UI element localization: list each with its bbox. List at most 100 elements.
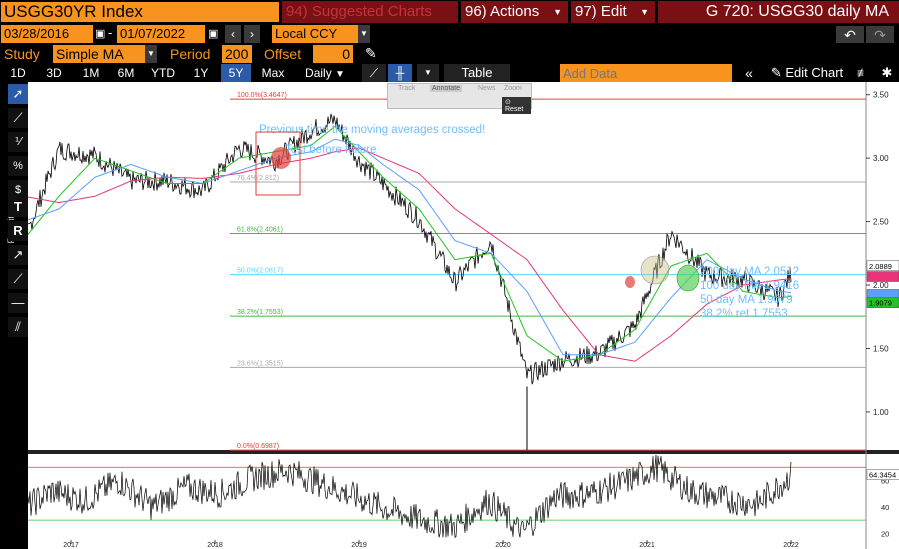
channel-icon[interactable]: ⫽ bbox=[8, 317, 28, 337]
green-highlight-circle bbox=[676, 264, 700, 292]
fib-level-label: 23.6%(1.3515) bbox=[237, 360, 283, 367]
pencil-icon: ✎ bbox=[770, 65, 782, 80]
study-row: Study Simple MA ▼ Period 200 Offset 0 ✎ bbox=[0, 44, 899, 64]
gray-highlight-circle bbox=[640, 255, 670, 285]
gear-icon[interactable]: ✱ bbox=[876, 64, 898, 82]
panel-divider bbox=[28, 450, 899, 454]
date-row: 03/28/2016 ▣ - 01/07/2022 ▣ ‹ › Local CC… bbox=[0, 24, 899, 44]
actions-label: 96) Actions bbox=[465, 3, 540, 20]
line-draw-icon[interactable]: ⟋ bbox=[8, 108, 28, 128]
fib-level-label: 38.2%(1.7553) bbox=[237, 309, 283, 316]
frequency-label: Daily bbox=[305, 66, 332, 80]
ray-icon[interactable]: ⟋ bbox=[8, 269, 28, 289]
y-tick-label: 3.50 bbox=[873, 91, 889, 100]
y-tick-label: 1.50 bbox=[873, 344, 889, 353]
chevron-down-icon[interactable]: ▼ bbox=[417, 64, 439, 82]
range-toolbar: 1D 3D 1M 6M YTD 1Y 5Y Max Daily ▼ ⟋ ╫ ▼ … bbox=[0, 64, 899, 84]
chevron-down-icon: ▼ bbox=[640, 7, 649, 17]
track-button[interactable]: Track bbox=[398, 85, 416, 92]
bar-chart-icon[interactable]: ╫ bbox=[388, 64, 412, 82]
chevron-down-icon[interactable]: ▼ bbox=[145, 45, 157, 63]
osc-tick-label: 40 bbox=[881, 503, 889, 512]
range-1y-button[interactable]: 1Y bbox=[186, 64, 216, 82]
redo-button[interactable]: ↷ bbox=[866, 26, 894, 43]
range-max-button[interactable]: Max bbox=[256, 64, 290, 82]
range-5y-button[interactable]: 5Y bbox=[221, 64, 251, 82]
fibonacci-icon[interactable]: ⅟ bbox=[8, 132, 28, 152]
fib-level-label: 76.4%(2.812) bbox=[237, 175, 279, 182]
zoom-button[interactable]: Zoom bbox=[504, 85, 522, 92]
annotation-retracement: 38.2% ret 1.7553 bbox=[700, 308, 788, 320]
range-1m-button[interactable]: 1M bbox=[76, 64, 106, 82]
study-select[interactable]: Simple MA bbox=[53, 45, 145, 63]
collapse-icon[interactable]: « bbox=[738, 64, 760, 82]
undo-button[interactable]: ↶ bbox=[836, 26, 864, 43]
calendar-icon[interactable]: ▣ bbox=[95, 28, 106, 40]
dollar-icon[interactable]: $ bbox=[8, 180, 28, 200]
range-6m-button[interactable]: 6M bbox=[111, 64, 141, 82]
chart-svg: 100.0%(3.4647) 76.4%(2.812) 61.8%(2.4061) 5… bbox=[28, 82, 899, 549]
ma100-line bbox=[28, 138, 792, 356]
previous-period-button[interactable]: ‹ bbox=[225, 25, 241, 43]
text-icon[interactable]: T bbox=[8, 197, 28, 217]
settings-sliders-icon[interactable]: ≢ bbox=[852, 64, 874, 82]
reset-button[interactable]: ⊙ Reset bbox=[502, 97, 531, 114]
osc-tick-label: 20 bbox=[881, 529, 889, 538]
horizontal-line-icon[interactable]: — bbox=[8, 293, 28, 313]
x-tick-label: 2021 bbox=[639, 542, 655, 549]
fib-level-label: 61.8%(2.4061) bbox=[237, 227, 283, 234]
annotations: Previous time the moving averages crosse… bbox=[255, 124, 799, 320]
range-1d-button[interactable]: 1D bbox=[4, 64, 32, 82]
percent-icon[interactable]: % bbox=[8, 156, 28, 176]
offset-input[interactable]: 0 bbox=[313, 45, 353, 63]
x-tick-label: 2019 bbox=[351, 542, 367, 549]
chevron-down-icon[interactable]: ▼ bbox=[358, 25, 370, 43]
ticker-field[interactable]: USGG30YR Index bbox=[1, 2, 279, 22]
calendar-icon[interactable]: ▣ bbox=[208, 28, 219, 40]
edit-chart-button[interactable]: ✎ Edit Chart bbox=[764, 64, 850, 82]
series-lines bbox=[28, 113, 792, 450]
table-button[interactable]: Table bbox=[444, 64, 510, 82]
date-separator: - bbox=[108, 25, 113, 40]
annotation-test-failure: Test before failure bbox=[285, 144, 376, 156]
actions-button[interactable]: 96) Actions ▼ bbox=[461, 1, 568, 23]
suggested-charts-button[interactable]: 94) Suggested Charts bbox=[282, 1, 458, 23]
osc-tick-label: 60 bbox=[881, 476, 889, 485]
retracement-icon[interactable]: R bbox=[8, 221, 28, 241]
chevron-down-icon: ▼ bbox=[335, 69, 345, 80]
period-label: Period bbox=[170, 46, 211, 62]
ma200-line bbox=[28, 147, 792, 362]
trendline-icon[interactable]: ↗ bbox=[8, 245, 28, 265]
ma50-last-box-text: 1.9079 bbox=[869, 299, 892, 308]
cursor-icon[interactable]: ➚ bbox=[8, 84, 28, 104]
pencil-icon[interactable]: ✎ bbox=[365, 45, 377, 61]
range-ytd-button[interactable]: YTD bbox=[146, 64, 180, 82]
crossover-circle bbox=[271, 147, 291, 169]
title-bar: USGG30YR Index 94) Suggested Charts 96) … bbox=[0, 0, 899, 24]
next-period-button[interactable]: › bbox=[244, 25, 260, 43]
currency-select[interactable]: Local CCY bbox=[272, 25, 358, 43]
y-tick-label: 3.00 bbox=[873, 154, 889, 163]
edit-button[interactable]: 97) Edit ▼ bbox=[571, 1, 655, 23]
line-chart-icon[interactable]: ⟋ bbox=[362, 64, 386, 82]
osc-last-value: 64.3454 bbox=[869, 471, 896, 480]
start-date-input[interactable]: 03/28/2016 bbox=[1, 25, 93, 43]
chart-area[interactable]: 100.0%(3.4647) 76.4%(2.812) 61.8%(2.4061) 5… bbox=[28, 82, 899, 549]
add-data-input[interactable] bbox=[560, 64, 732, 82]
annotation-ma-cross: Previous time the moving averages crosse… bbox=[259, 124, 485, 136]
x-tick-label: 2018 bbox=[207, 542, 223, 549]
period-input[interactable]: 200 bbox=[222, 45, 252, 63]
reset-icon: ⊙ bbox=[505, 99, 511, 106]
price-series-line bbox=[28, 113, 792, 385]
news-button[interactable]: News bbox=[478, 85, 496, 92]
chevron-down-icon: ▼ bbox=[553, 7, 562, 17]
frequency-select[interactable]: Daily ▼ bbox=[296, 64, 354, 84]
fib-level-label: 100.0%(3.4647) bbox=[237, 92, 287, 99]
annotation-ma200: 200 day MA 2.0512 bbox=[700, 266, 799, 278]
annotate-button[interactable]: Annotate bbox=[430, 85, 463, 92]
end-date-input[interactable]: 01/07/2022 bbox=[117, 25, 205, 43]
grid bbox=[28, 82, 899, 549]
range-3d-button[interactable]: 3D bbox=[38, 64, 70, 82]
ma50-line bbox=[28, 125, 792, 362]
